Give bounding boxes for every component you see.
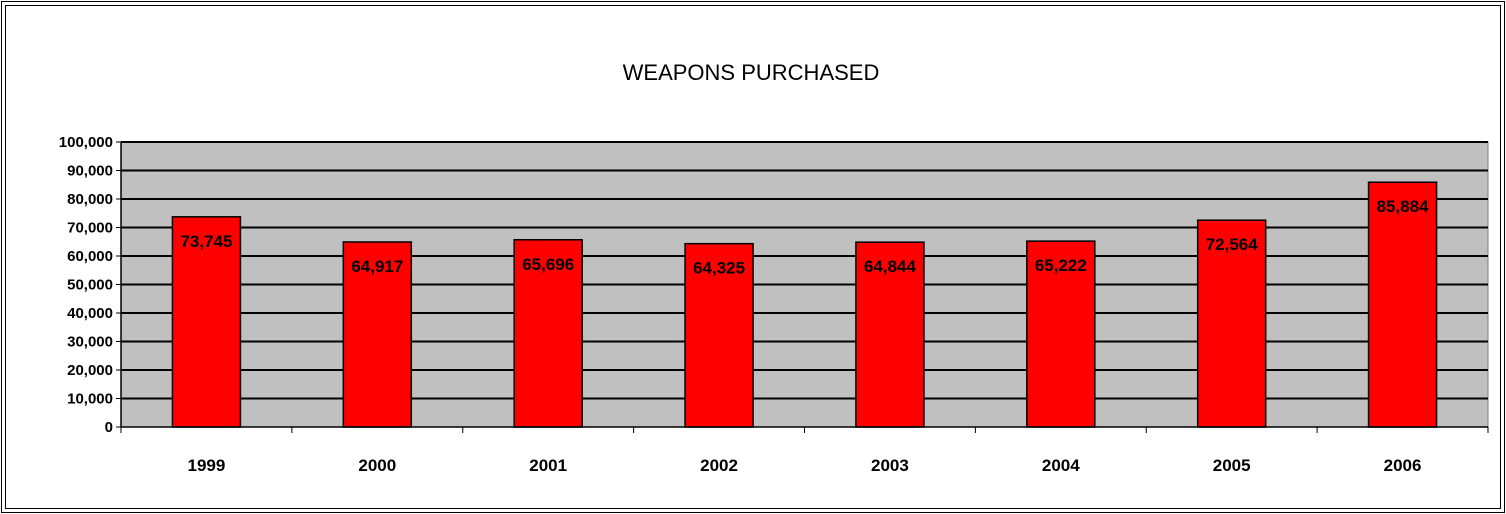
x-tick-label-2004: 2004 [1042,456,1080,475]
y-tick-label: 0 [105,419,113,436]
data-label-2004: 65,222 [1035,256,1087,275]
data-label-2003: 64,844 [864,257,917,276]
chart-title: WEAPONS PURCHASED [623,60,880,85]
bar-2001 [513,239,583,428]
y-axis-ticks: 0 10,000 20,000 30,000 40,000 50,000 60,000 70,… [59,134,121,436]
y-tick-label: 40,000 [67,305,113,322]
bar-2004 [1026,240,1096,428]
x-axis-ticks: 1999 2000 2001 2002 2003 2004 2005 2006 [120,427,1489,475]
bar-2003 [855,241,925,428]
y-tick-label: 50,000 [67,277,113,294]
y-tick-label: 100,000 [59,134,113,151]
y-tick-label: 10,000 [67,391,113,408]
data-label-2005: 72,564 [1206,235,1259,254]
bar-2002 [684,242,754,428]
y-tick-label: 60,000 [67,248,113,265]
x-tick-label-2001: 2001 [529,456,567,475]
y-tick-label: 30,000 [67,334,113,351]
data-label-2000: 64,917 [351,257,403,276]
bar-2005 [1196,219,1267,428]
inner-border [5,5,1501,509]
y-tick-label: 70,000 [67,220,113,237]
bar-2006 [1367,181,1438,428]
x-tick-label-2005: 2005 [1213,456,1251,475]
x-tick-label-2003: 2003 [871,456,909,475]
y-tick-label: 90,000 [67,163,113,180]
bar-1999 [171,216,242,428]
x-tick-label-2006: 2006 [1384,456,1422,475]
data-label-1999: 73,745 [180,232,232,251]
bars: 73,745 64,917 65,696 64,325 64,844 65,222 72,5… [171,181,1438,428]
bar-2000 [342,241,413,428]
x-tick-label-2002: 2002 [700,456,738,475]
x-tick-label-2000: 2000 [358,456,396,475]
axes [120,142,1488,428]
data-label-2001: 65,696 [522,255,574,274]
y-tick-label: 80,000 [67,191,113,208]
data-label-2002: 64,325 [693,259,745,278]
y-tick-label: 20,000 [67,362,113,379]
x-tick-label-1999: 1999 [188,456,226,475]
data-label-2006: 85,884 [1377,197,1430,216]
